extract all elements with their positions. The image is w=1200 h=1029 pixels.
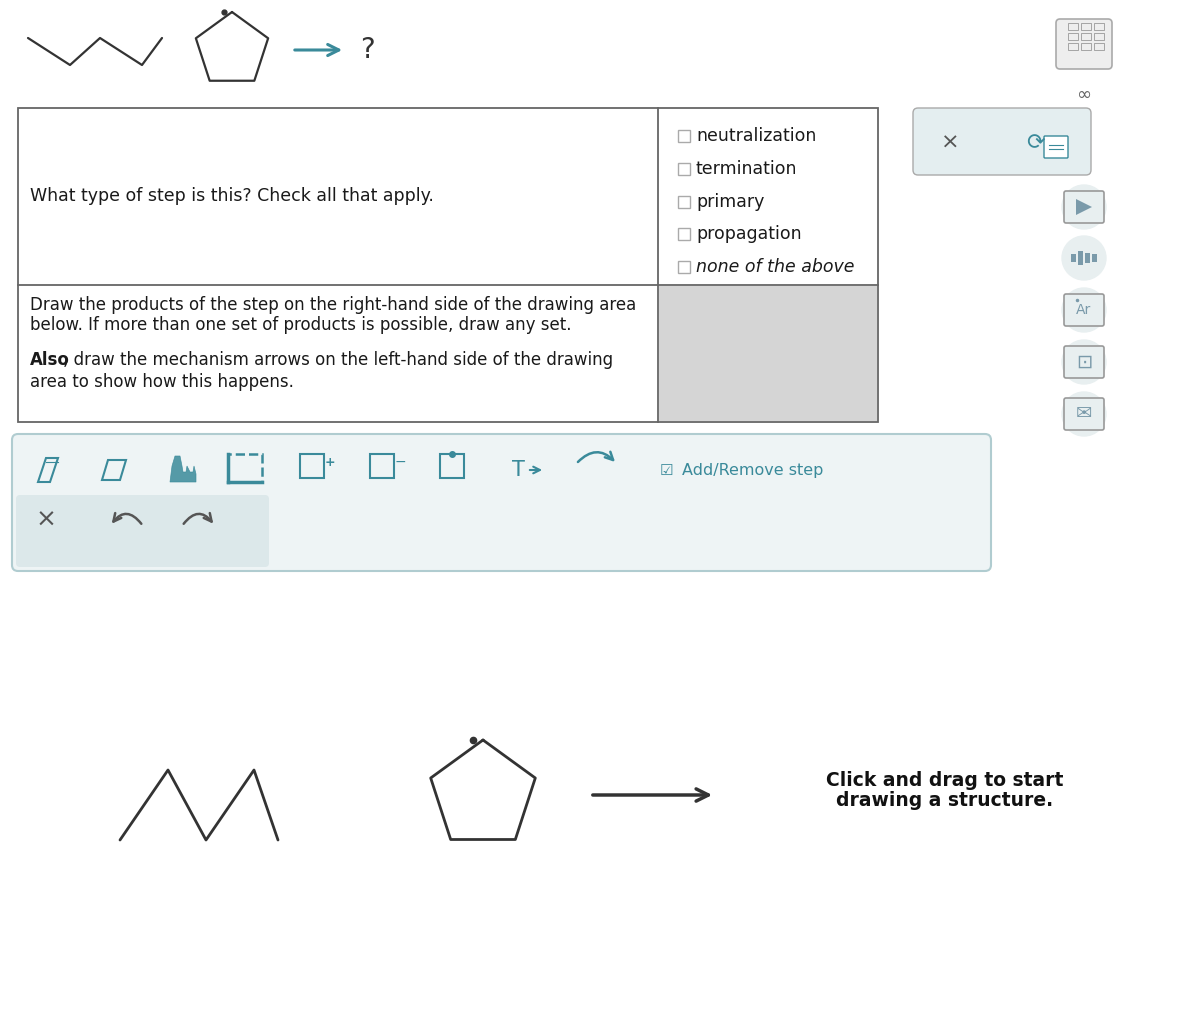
Bar — [1068, 33, 1078, 40]
Circle shape — [1062, 392, 1106, 436]
Bar — [1072, 254, 1076, 262]
Text: Click and drag to start: Click and drag to start — [827, 771, 1063, 789]
Text: Also: Also — [30, 351, 70, 369]
Text: Add/Remove step: Add/Remove step — [682, 462, 823, 477]
FancyBboxPatch shape — [1064, 294, 1104, 326]
Bar — [228, 454, 262, 482]
Bar — [678, 261, 690, 273]
Text: +: + — [325, 456, 336, 468]
Bar — [1094, 43, 1104, 50]
Circle shape — [1062, 340, 1106, 384]
Text: Draw the products of the step on the right-hand side of the drawing area: Draw the products of the step on the rig… — [30, 296, 636, 314]
Bar — [1081, 43, 1091, 50]
Text: none of the above: none of the above — [696, 258, 854, 276]
Bar — [1078, 251, 1084, 265]
Bar — [1081, 33, 1091, 40]
Text: propagation: propagation — [696, 225, 802, 243]
Text: ×: × — [941, 133, 959, 153]
FancyBboxPatch shape — [1064, 346, 1104, 378]
Text: termination: termination — [696, 159, 798, 178]
Bar — [440, 454, 464, 478]
FancyBboxPatch shape — [913, 108, 1091, 175]
Text: ☑: ☑ — [660, 462, 673, 477]
Text: area to show how this happens.: area to show how this happens. — [30, 372, 294, 391]
Text: below. If more than one set of products is possible, draw any set.: below. If more than one set of products … — [30, 316, 571, 334]
Text: ✉: ✉ — [1076, 404, 1092, 424]
Bar — [678, 163, 690, 175]
Polygon shape — [1076, 199, 1092, 215]
Bar — [678, 196, 690, 208]
Bar — [300, 454, 324, 478]
Bar — [1085, 253, 1090, 263]
FancyBboxPatch shape — [16, 495, 269, 567]
Text: drawing a structure.: drawing a structure. — [836, 790, 1054, 810]
Bar — [1081, 23, 1091, 30]
Circle shape — [1062, 185, 1106, 229]
Polygon shape — [659, 286, 877, 421]
Bar — [678, 228, 690, 240]
FancyBboxPatch shape — [1056, 19, 1112, 69]
Bar — [678, 130, 690, 142]
Bar — [1094, 23, 1104, 30]
Text: −: − — [395, 455, 407, 469]
Polygon shape — [170, 456, 196, 482]
Text: What type of step is this? Check all that apply.: What type of step is this? Check all tha… — [30, 187, 434, 205]
Text: ×: × — [36, 508, 56, 532]
Text: ?: ? — [360, 36, 374, 64]
FancyBboxPatch shape — [1044, 136, 1068, 158]
Bar — [370, 454, 394, 478]
Bar — [1092, 254, 1097, 262]
Circle shape — [1062, 288, 1106, 332]
Bar — [1094, 33, 1104, 40]
FancyBboxPatch shape — [1064, 398, 1104, 430]
Text: T: T — [511, 460, 524, 480]
Text: ∞: ∞ — [1076, 86, 1092, 104]
Circle shape — [1062, 236, 1106, 280]
Text: primary: primary — [696, 193, 764, 211]
Text: , draw the mechanism arrows on the left-hand side of the drawing: , draw the mechanism arrows on the left-… — [64, 351, 613, 369]
Bar — [1068, 43, 1078, 50]
Text: neutralization: neutralization — [696, 127, 816, 145]
FancyBboxPatch shape — [12, 434, 991, 571]
Text: ⟳: ⟳ — [1026, 133, 1044, 153]
Text: ⊡: ⊡ — [1076, 353, 1092, 371]
FancyBboxPatch shape — [1064, 191, 1104, 223]
Text: Ar: Ar — [1076, 303, 1092, 317]
Bar — [1068, 23, 1078, 30]
